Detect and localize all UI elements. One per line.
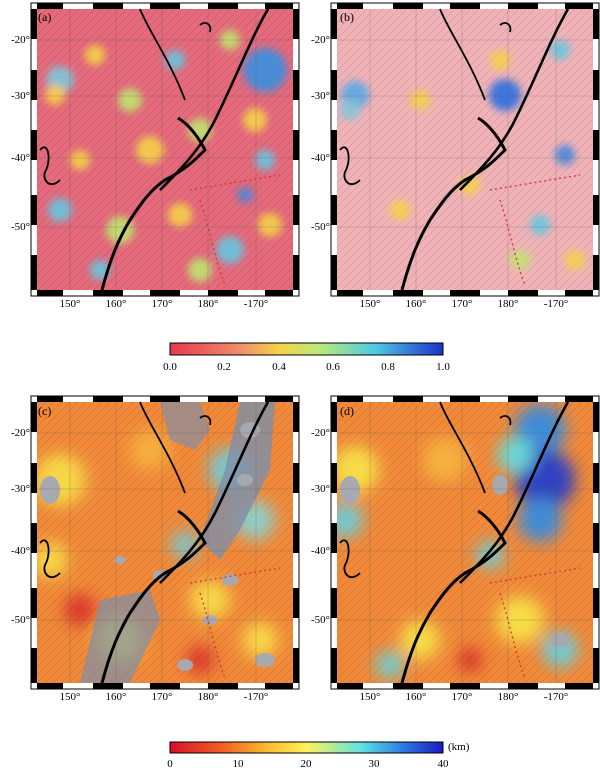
lat-label: -20° xyxy=(10,427,30,439)
lon-label: -170° xyxy=(543,691,569,703)
panel-label-c: (c) xyxy=(38,404,52,418)
lon-label: -170° xyxy=(543,298,569,310)
panel-label-b: (b) xyxy=(340,10,354,24)
lon-label: 170° xyxy=(451,298,473,310)
colorbar-top-tick: 0.2 xyxy=(217,361,231,373)
lon-label: 150° xyxy=(59,691,81,703)
lat-label: -40° xyxy=(10,545,30,557)
lat-label: -40° xyxy=(10,152,30,164)
lat-label: -50° xyxy=(310,221,330,233)
panel-b-map xyxy=(337,9,593,290)
lon-label: -170° xyxy=(243,298,269,310)
lon-label: 170° xyxy=(151,691,173,703)
lon-label: 180° xyxy=(197,691,219,703)
colorbar-top-tick: 0.4 xyxy=(272,361,286,373)
map-frames xyxy=(30,2,600,690)
colorbar-top-tick: 0.8 xyxy=(381,361,395,373)
lon-label: 180° xyxy=(497,691,519,703)
lon-label: 180° xyxy=(497,298,519,310)
panel-label-d: (d) xyxy=(340,404,354,418)
colorbar-bottom-tick: 40 xyxy=(437,758,449,770)
lat-label: -30° xyxy=(310,90,330,102)
colorbar-bottom-unit: (km) xyxy=(448,741,470,753)
colorbar-bottom-tick: 10 xyxy=(232,758,244,770)
lon-label: 150° xyxy=(359,691,381,703)
lat-label: -20° xyxy=(310,34,330,46)
coastlines xyxy=(39,8,570,684)
colorbar-top-tick: 0.0 xyxy=(163,361,177,373)
panel-label-a: (a) xyxy=(38,10,52,24)
lon-label: 160° xyxy=(105,298,127,310)
plate-boundaries xyxy=(189,174,581,679)
lat-label: -50° xyxy=(10,221,30,233)
graticule xyxy=(37,9,593,683)
colorbar-top xyxy=(169,342,444,356)
colorbar-bottom xyxy=(169,741,444,754)
colorbar-top-tick: 0.6 xyxy=(326,361,340,373)
lon-label: 170° xyxy=(451,691,473,703)
colorbar-bottom-tick: 0 xyxy=(167,758,173,770)
lon-label: 160° xyxy=(405,298,427,310)
lat-label: -50° xyxy=(310,614,330,626)
lat-label: -20° xyxy=(310,427,330,439)
panel-d-map xyxy=(337,402,593,683)
colorbar-bottom-tick: 30 xyxy=(368,758,380,770)
lon-label: 180° xyxy=(197,298,219,310)
lon-label: 160° xyxy=(105,691,127,703)
lat-label: -20° xyxy=(10,34,30,46)
lat-label: -40° xyxy=(310,545,330,557)
lon-label: 150° xyxy=(59,298,81,310)
panel-a-map xyxy=(37,9,293,290)
lon-label: 160° xyxy=(405,691,427,703)
lon-label: 170° xyxy=(151,298,173,310)
lon-label: -170° xyxy=(243,691,269,703)
lat-label: -40° xyxy=(310,152,330,164)
lat-label: -30° xyxy=(10,90,30,102)
colorbar-bottom-tick: 20 xyxy=(300,758,312,770)
colorbar-top-tick: 1.0 xyxy=(436,361,450,373)
lat-label: -30° xyxy=(10,483,30,495)
lat-label: -50° xyxy=(10,614,30,626)
lon-label: 150° xyxy=(359,298,381,310)
lat-label: -30° xyxy=(310,483,330,495)
